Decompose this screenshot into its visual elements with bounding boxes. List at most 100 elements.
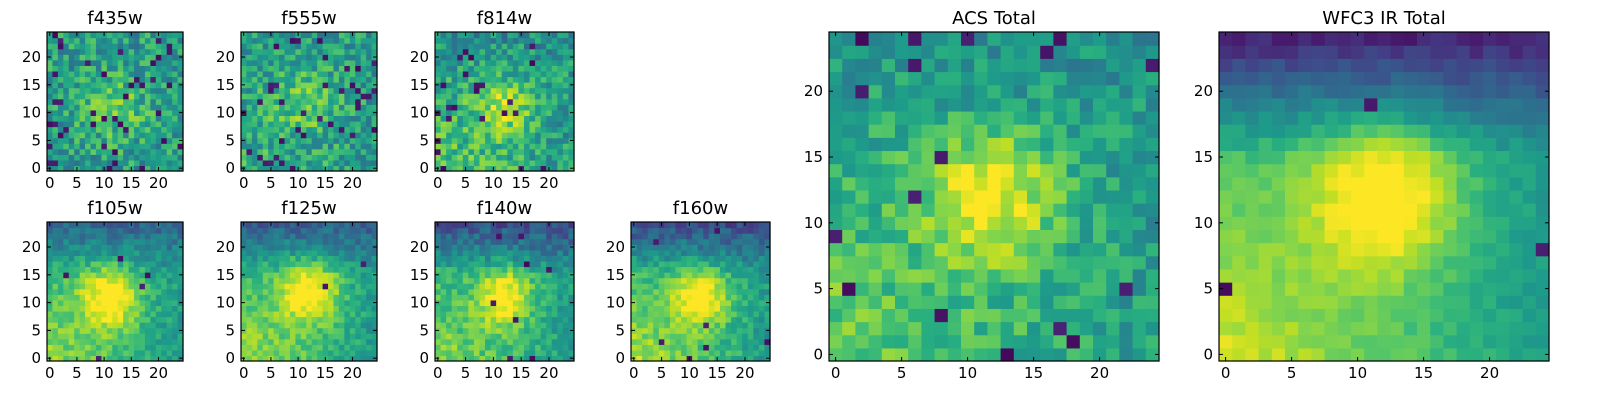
heatmap-cell bbox=[462, 288, 469, 295]
heatmap-cell bbox=[289, 137, 296, 144]
heatmap-cell bbox=[177, 37, 184, 44]
heatmap-cell bbox=[112, 148, 119, 155]
heatmap-cell bbox=[74, 48, 81, 55]
heatmap-cell bbox=[664, 310, 671, 318]
heatmap-cell bbox=[523, 65, 531, 72]
heatmap-cell bbox=[446, 54, 453, 61]
heatmap-cell bbox=[95, 93, 102, 100]
heatmap-cell bbox=[501, 137, 508, 144]
heatmap-cell bbox=[101, 48, 108, 55]
heatmap-cell bbox=[268, 249, 275, 256]
heatmap-cell bbox=[273, 109, 280, 116]
heatmap-cell bbox=[333, 76, 340, 83]
heatmap-cell bbox=[311, 109, 318, 116]
heatmap-cell bbox=[725, 349, 732, 357]
heatmap-cell bbox=[251, 98, 258, 105]
heatmap-cell bbox=[311, 87, 318, 94]
heatmap-cell bbox=[540, 333, 547, 340]
heatmap-cell bbox=[697, 288, 704, 295]
heatmap-cell bbox=[631, 266, 638, 273]
heatmap-cell bbox=[79, 344, 86, 351]
heatmap-cell bbox=[241, 87, 248, 94]
heatmap-cell bbox=[311, 299, 318, 306]
heatmap-cell bbox=[63, 277, 70, 284]
heatmap-cell bbox=[440, 244, 447, 251]
heatmap-cell bbox=[166, 126, 173, 133]
heatmap-cell bbox=[974, 242, 988, 257]
heatmap-cell bbox=[68, 54, 75, 61]
heatmap-cell bbox=[742, 227, 749, 234]
heatmap-cell bbox=[306, 266, 313, 273]
heatmap-cell bbox=[74, 159, 81, 167]
heatmap-cell bbox=[47, 338, 54, 345]
heatmap-cell bbox=[306, 283, 313, 290]
y-tick-label: 15 bbox=[410, 266, 429, 284]
heatmap-cell bbox=[360, 137, 367, 144]
heatmap-cell bbox=[117, 233, 124, 240]
heatmap-cell bbox=[279, 104, 286, 111]
heatmap-cell bbox=[306, 299, 313, 306]
heatmap-cell bbox=[490, 109, 497, 116]
heatmap-cell bbox=[268, 132, 275, 139]
heatmap-cell bbox=[134, 266, 141, 273]
heatmap-cell bbox=[697, 333, 704, 340]
heatmap-cell bbox=[172, 294, 179, 301]
heatmap-cell bbox=[95, 70, 102, 78]
heatmap-cell bbox=[134, 338, 141, 345]
heatmap-cell bbox=[161, 222, 168, 229]
heatmap-cell bbox=[658, 238, 665, 245]
heatmap-cell bbox=[74, 316, 81, 323]
heatmap-cell bbox=[440, 54, 447, 61]
heatmap-cell bbox=[446, 294, 453, 301]
heatmap-cell bbox=[123, 344, 130, 351]
heatmap-cell bbox=[523, 349, 531, 357]
heatmap-cell bbox=[52, 299, 59, 306]
heatmap-cell bbox=[529, 59, 536, 66]
heatmap-cell bbox=[551, 344, 558, 351]
heatmap-cell bbox=[934, 268, 949, 283]
heatmap-cell bbox=[546, 76, 553, 83]
heatmap-cell bbox=[518, 227, 525, 234]
heatmap-cell bbox=[1000, 347, 1015, 362]
heatmap-cell bbox=[47, 98, 54, 105]
heatmap-cell bbox=[934, 308, 949, 323]
heatmap-cell bbox=[284, 126, 291, 133]
heatmap-cell bbox=[451, 104, 458, 111]
heatmap-cell bbox=[747, 266, 754, 273]
heatmap-cell bbox=[47, 93, 54, 100]
heatmap-cell bbox=[731, 338, 738, 345]
heatmap-cell bbox=[128, 87, 135, 94]
heatmap-cell bbox=[139, 159, 146, 167]
heatmap-cell bbox=[150, 148, 157, 155]
heatmap-cell bbox=[568, 338, 575, 345]
heatmap-cell bbox=[496, 120, 503, 128]
heatmap-cell bbox=[451, 159, 458, 167]
heatmap-cell bbox=[485, 305, 492, 312]
heatmap-cell bbox=[172, 299, 179, 306]
heatmap-cell bbox=[241, 132, 248, 139]
heatmap-cell bbox=[653, 344, 660, 351]
heatmap-cell bbox=[317, 93, 324, 100]
heatmap-cell bbox=[172, 154, 179, 161]
heatmap-cell bbox=[562, 126, 570, 133]
heatmap-cell bbox=[85, 288, 92, 295]
heatmap-cell bbox=[507, 104, 514, 111]
heatmap-cell bbox=[479, 132, 486, 139]
heatmap-cell bbox=[647, 260, 654, 268]
heatmap-cell bbox=[642, 322, 649, 329]
heatmap-cell bbox=[366, 299, 373, 306]
heatmap-cell bbox=[328, 344, 335, 351]
heatmap-cell bbox=[562, 132, 570, 139]
heatmap-cell bbox=[435, 305, 442, 312]
heatmap-cell bbox=[284, 299, 291, 306]
heatmap-cell bbox=[736, 222, 743, 229]
heatmap-cell bbox=[947, 242, 962, 257]
heatmap-cell bbox=[360, 338, 367, 345]
heatmap-cell bbox=[241, 238, 248, 245]
heatmap-cell bbox=[251, 54, 258, 61]
heatmap-cell bbox=[653, 355, 660, 362]
heatmap-cell bbox=[529, 104, 536, 111]
heatmap-cell bbox=[631, 338, 638, 345]
heatmap-cell bbox=[52, 233, 59, 240]
